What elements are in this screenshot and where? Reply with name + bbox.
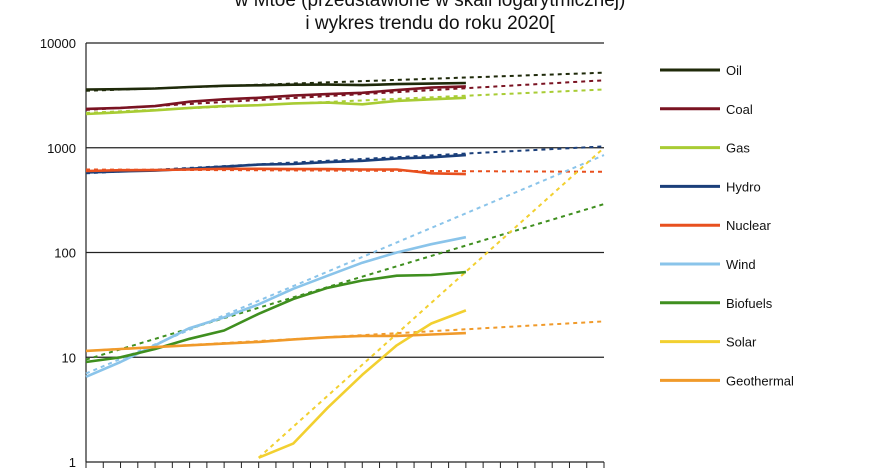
legend-item-geothermal: Geothermal bbox=[660, 373, 794, 388]
chart-title-line-1: w Mtoe (przedstawione w skali logarytmic… bbox=[234, 0, 626, 11]
legend-label-biofuels: Biofuels bbox=[726, 296, 773, 311]
legend-item-oil: Oil bbox=[660, 63, 742, 78]
legend-label-geothermal: Geothermal bbox=[726, 373, 794, 388]
series-line-gas bbox=[85, 96, 466, 116]
series-line-geothermal bbox=[85, 331, 466, 353]
y-tick-label-10: 10 bbox=[62, 350, 76, 365]
legend-label-coal: Coal bbox=[726, 102, 753, 117]
legend-item-biofuels: Biofuels bbox=[660, 296, 773, 311]
series-line-coal bbox=[85, 85, 466, 111]
legend-label-wind: Wind bbox=[726, 257, 756, 272]
trend-line-gas bbox=[85, 88, 605, 114]
trend-line-nuclear bbox=[85, 168, 605, 173]
trend-line-oil bbox=[85, 71, 605, 92]
legend-item-gas: Gas bbox=[660, 141, 750, 156]
legend-label-solar: Solar bbox=[726, 335, 757, 350]
legend: Oil Coal Gas Hydro Nuclear Wind Biofuels Solar G… bbox=[660, 63, 794, 388]
y-tick-label-1: 1 bbox=[69, 455, 76, 470]
trend-line-coal bbox=[85, 79, 605, 111]
legend-item-nuclear: Nuclear bbox=[660, 218, 771, 233]
legend-item-coal: Coal bbox=[660, 102, 753, 117]
trend-line-wind bbox=[85, 154, 605, 375]
y-tick-label-100: 100 bbox=[54, 246, 76, 261]
data-series bbox=[85, 81, 467, 459]
legend-label-hydro: Hydro bbox=[726, 179, 761, 194]
legend-label-gas: Gas bbox=[726, 141, 750, 156]
series-line-oil bbox=[85, 81, 466, 91]
legend-label-oil: Oil bbox=[726, 63, 742, 78]
x-axis bbox=[85, 43, 605, 468]
chart-title: w Mtoe (przedstawione w skali logarytmic… bbox=[234, 0, 626, 34]
y-tick-label-1000: 1000 bbox=[47, 141, 76, 156]
series-line-nuclear bbox=[85, 167, 466, 176]
trend-line-hydro bbox=[85, 145, 605, 175]
y-axis-ticks: 1 10 100 1000 10000 bbox=[40, 36, 76, 470]
series-line-solar bbox=[258, 309, 467, 459]
legend-item-wind: Wind bbox=[660, 257, 756, 272]
y-tick-label-10000: 10000 bbox=[40, 36, 76, 51]
trend-line-solar bbox=[258, 147, 605, 459]
trend-lines bbox=[85, 71, 605, 459]
series-line-biofuels bbox=[85, 270, 467, 364]
legend-item-hydro: Hydro bbox=[660, 179, 761, 194]
trend-line-biofuels bbox=[85, 203, 605, 361]
legend-label-nuclear: Nuclear bbox=[726, 218, 771, 233]
legend-item-solar: Solar bbox=[660, 335, 757, 350]
chart-title-line-2: i wykres trendu do roku 2020[ bbox=[305, 13, 555, 34]
